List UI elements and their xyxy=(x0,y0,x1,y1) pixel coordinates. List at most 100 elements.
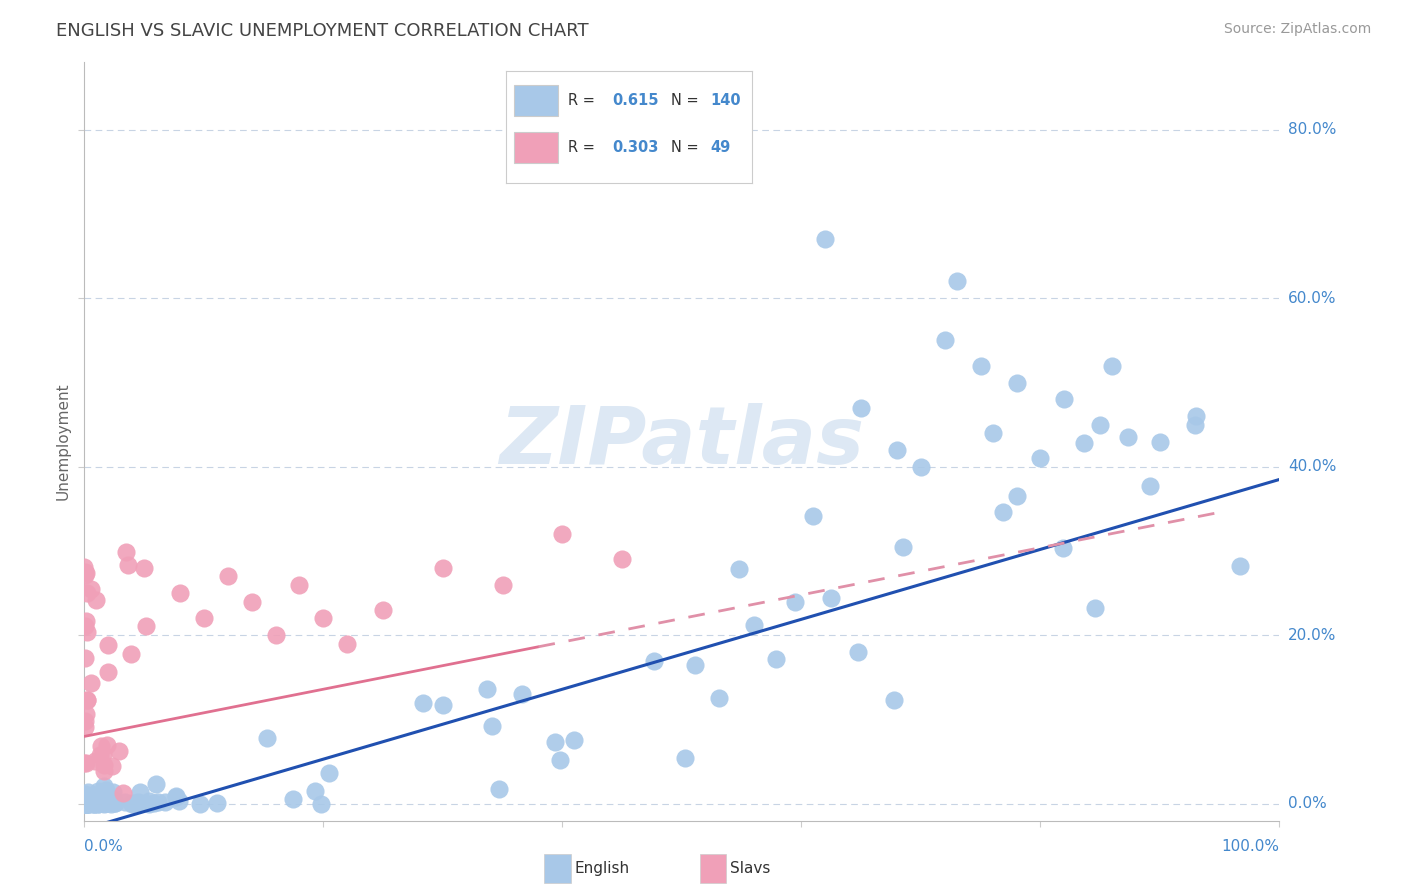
Point xyxy=(84,797,107,811)
Point xyxy=(98,794,121,808)
Point xyxy=(886,442,908,457)
Point xyxy=(93,779,115,793)
Text: 60.0%: 60.0% xyxy=(1288,291,1336,306)
Point xyxy=(1149,434,1171,449)
Point xyxy=(73,618,96,632)
Text: 0.0%: 0.0% xyxy=(84,839,124,855)
Point xyxy=(801,509,824,524)
Point xyxy=(309,797,332,811)
Point xyxy=(742,618,765,632)
Text: Source: ZipAtlas.com: Source: ZipAtlas.com xyxy=(1223,22,1371,37)
Point xyxy=(1007,489,1029,503)
Point xyxy=(103,793,125,807)
Point xyxy=(77,794,100,808)
Point xyxy=(73,568,96,582)
Point xyxy=(75,566,97,580)
Point xyxy=(76,692,98,706)
Point xyxy=(165,789,187,803)
Point xyxy=(1005,376,1028,390)
Point xyxy=(96,739,118,753)
Point xyxy=(544,735,567,749)
Point xyxy=(96,789,118,804)
FancyBboxPatch shape xyxy=(513,85,558,116)
Point xyxy=(551,527,574,541)
Point xyxy=(132,561,156,575)
Point xyxy=(73,787,96,801)
Point xyxy=(83,797,105,811)
Point xyxy=(80,794,103,808)
Point xyxy=(82,796,104,810)
Point xyxy=(373,603,395,617)
Point xyxy=(87,795,110,809)
Point xyxy=(76,585,98,599)
Point xyxy=(84,592,107,607)
Point xyxy=(79,582,101,596)
Point xyxy=(75,795,97,809)
Text: 40.0%: 40.0% xyxy=(1288,459,1336,475)
Point xyxy=(75,614,97,628)
Point xyxy=(73,797,96,811)
Text: 140: 140 xyxy=(710,93,741,108)
Point xyxy=(76,797,98,811)
Point xyxy=(83,797,105,811)
Point xyxy=(73,756,96,771)
Point xyxy=(765,651,787,665)
Point xyxy=(77,797,100,811)
Point xyxy=(188,797,211,811)
Point xyxy=(76,692,98,706)
Point xyxy=(288,578,311,592)
Text: 20.0%: 20.0% xyxy=(1288,628,1336,643)
Point xyxy=(510,687,533,701)
Point xyxy=(336,637,359,651)
Text: 0.0%: 0.0% xyxy=(1288,797,1326,812)
Point xyxy=(84,754,107,768)
Point xyxy=(75,756,97,770)
Point xyxy=(75,706,97,721)
Text: 49: 49 xyxy=(710,140,731,154)
Point xyxy=(165,790,187,805)
Point xyxy=(264,628,287,642)
Point xyxy=(1116,430,1139,444)
Text: 0.615: 0.615 xyxy=(612,93,658,108)
Point xyxy=(73,797,96,811)
FancyBboxPatch shape xyxy=(544,854,571,883)
Point xyxy=(820,591,842,606)
Point xyxy=(73,559,96,574)
Point xyxy=(76,624,98,639)
Point xyxy=(1073,436,1095,450)
Point xyxy=(432,561,454,575)
Point xyxy=(851,401,873,415)
Point xyxy=(77,797,100,811)
Point xyxy=(121,797,143,811)
Point xyxy=(89,748,111,763)
Point xyxy=(112,786,135,800)
Point xyxy=(120,647,142,661)
Point xyxy=(75,797,97,811)
Point xyxy=(981,426,1004,441)
Point xyxy=(73,714,96,728)
Point xyxy=(80,794,103,808)
Point xyxy=(76,789,98,803)
Point xyxy=(82,793,104,807)
Point xyxy=(73,797,96,811)
Point xyxy=(87,795,110,809)
Point xyxy=(73,797,96,811)
Point xyxy=(93,764,115,778)
Text: 100.0%: 100.0% xyxy=(1222,839,1279,855)
Point xyxy=(193,611,215,625)
Point xyxy=(129,785,152,799)
Point xyxy=(1229,558,1251,573)
Point xyxy=(91,796,114,810)
Point xyxy=(77,794,100,808)
Point xyxy=(82,797,104,811)
Point xyxy=(77,797,100,811)
Point xyxy=(114,795,136,809)
Point xyxy=(1185,409,1208,424)
Point xyxy=(87,797,110,811)
Point xyxy=(93,795,115,809)
Point xyxy=(73,797,96,811)
Point xyxy=(75,797,97,811)
Point xyxy=(142,797,165,811)
Point xyxy=(1090,417,1112,432)
Point xyxy=(121,796,143,810)
